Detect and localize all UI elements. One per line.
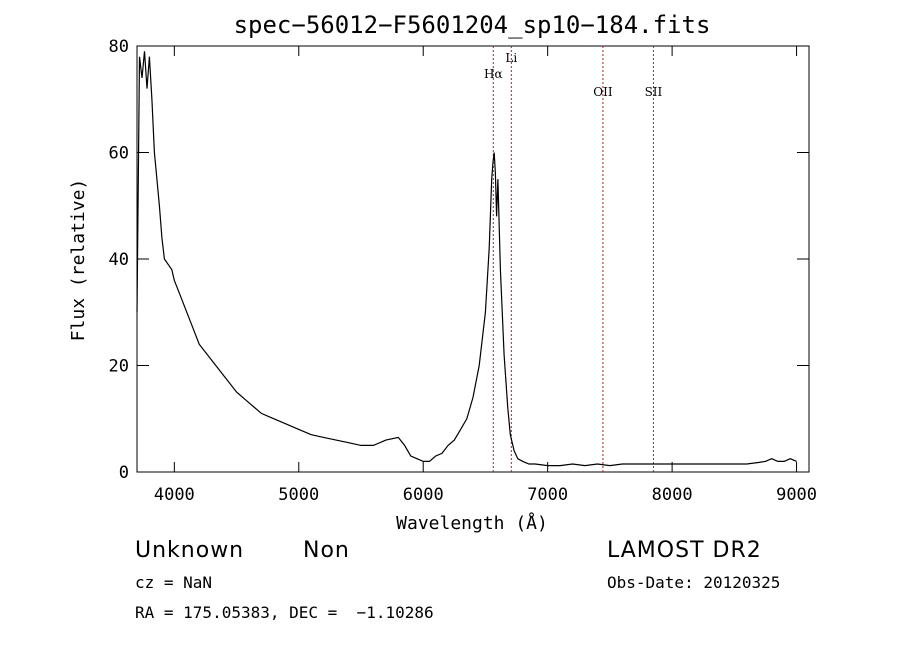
x-axis-label: Wavelength (Å) bbox=[396, 512, 548, 534]
ra-dec-text: RA = 175.05383, DEC = −1.10286 bbox=[135, 603, 434, 622]
plot-frame bbox=[136, 45, 810, 473]
y-tick-label: 80 bbox=[109, 37, 129, 57]
axis-ticks: 4000 5000 6000 7000 8000 9000 0 20 40 60 80 bbox=[109, 37, 818, 505]
y-tick-label: 60 bbox=[109, 144, 129, 164]
x-tick-label: 4000 bbox=[154, 485, 195, 505]
x-tick-label: 5000 bbox=[278, 485, 319, 505]
emission-line-label: Li bbox=[505, 51, 517, 65]
chart-title: spec−56012−F5601204_sp10−184.fits bbox=[234, 11, 711, 39]
spectrum-chart: spec−56012−F5601204_sp10−184.fits 4000 50… bbox=[68, 11, 818, 534]
object-subclass: Non bbox=[303, 538, 350, 563]
survey-name: LAMOST DR2 bbox=[607, 538, 762, 563]
y-tick-label: 0 bbox=[119, 463, 129, 483]
x-tick-label: 9000 bbox=[776, 485, 817, 505]
emission-line-label: SII bbox=[645, 85, 663, 99]
y-axis-label: Flux (relative) bbox=[68, 179, 89, 342]
y-tick-label: 40 bbox=[109, 250, 129, 270]
x-tick-label: 7000 bbox=[527, 485, 568, 505]
obs-date-text: Obs-Date: 20120325 bbox=[607, 573, 781, 592]
emission-line-label: Hα bbox=[484, 67, 503, 81]
y-tick-label: 20 bbox=[109, 357, 129, 377]
emission-line-label: OII bbox=[593, 85, 613, 99]
object-class: Unknown bbox=[135, 538, 245, 563]
x-tick-label: 8000 bbox=[652, 485, 693, 505]
redshift-text: cz = NaN bbox=[135, 573, 213, 592]
spectrum-line bbox=[136, 51, 797, 467]
x-tick-label: 6000 bbox=[403, 485, 444, 505]
